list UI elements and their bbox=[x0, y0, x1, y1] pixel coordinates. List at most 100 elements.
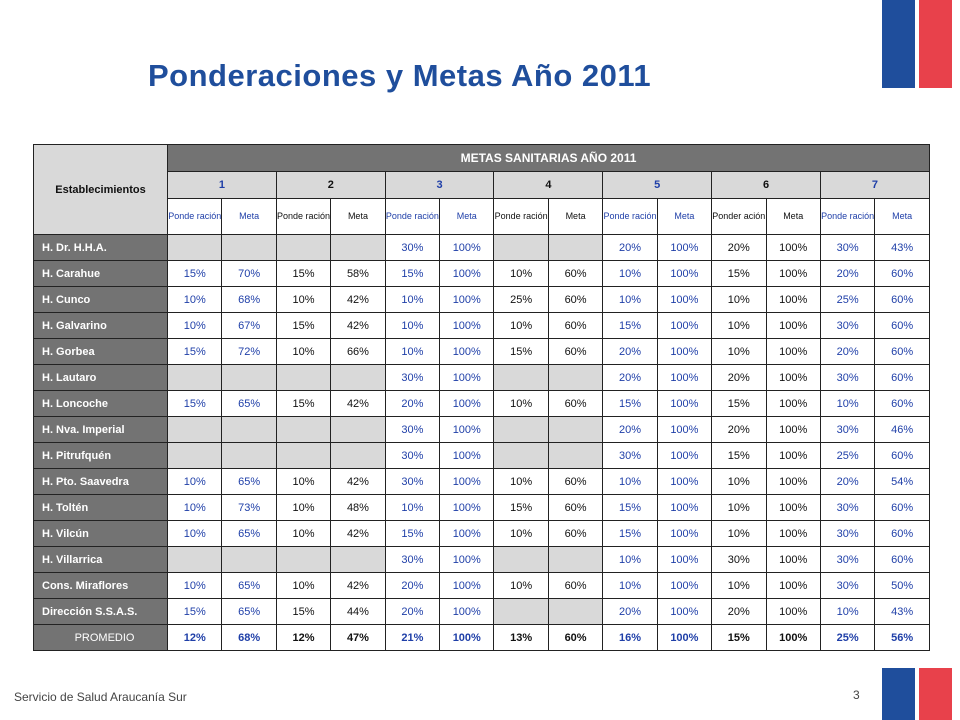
table-cell: 15% bbox=[384, 520, 441, 547]
table-row: H. Lautaro 30% 100% 20% 100% 20% 100% 30% 60% bbox=[32, 364, 930, 391]
table-cell: 100% bbox=[439, 624, 495, 651]
table-cell: 10% bbox=[602, 546, 658, 573]
table-row: H. Toltén 10% 73% 10% 48% 10% 100% 15% 60% 15% 100… bbox=[32, 494, 930, 521]
table-cell: 10% bbox=[602, 468, 658, 495]
table-cell: 10% bbox=[493, 390, 549, 417]
establishment-name: H. Pto. Saavedra bbox=[32, 468, 169, 495]
table-cell: 60% bbox=[547, 520, 604, 547]
table-cell: 30% bbox=[819, 520, 876, 547]
goal-number-2: 2 bbox=[275, 171, 386, 199]
table-cell: 100% bbox=[439, 312, 495, 339]
table-cell: 60% bbox=[874, 546, 930, 573]
table-cell: 21% bbox=[384, 624, 441, 651]
flag-decoration-top bbox=[882, 0, 952, 88]
table-cell: 100% bbox=[439, 546, 495, 573]
table-cell: 100% bbox=[765, 338, 821, 365]
table-cell: 65% bbox=[221, 598, 277, 625]
table-cell bbox=[275, 416, 332, 443]
table-cell bbox=[330, 234, 386, 261]
table-cell: 56% bbox=[874, 624, 930, 651]
table-cell: 30% bbox=[602, 442, 658, 469]
table-cell: 30% bbox=[384, 234, 441, 261]
table-cell bbox=[330, 546, 386, 573]
table-cell: 25% bbox=[819, 442, 876, 469]
table-cell: 10% bbox=[167, 286, 223, 313]
table-cell: 10% bbox=[819, 598, 876, 625]
table-cell: 68% bbox=[221, 624, 277, 651]
table-cell: 66% bbox=[330, 338, 386, 365]
table-cell: 20% bbox=[819, 468, 876, 495]
table-row: H. Carahue 15% 70% 15% 58% 15% 100% 10% 60% 10% 10… bbox=[32, 260, 930, 287]
table-cell: 70% bbox=[221, 260, 277, 287]
table-cell: 100% bbox=[765, 416, 821, 443]
table-cell: 42% bbox=[330, 468, 386, 495]
table-cell: 15% bbox=[167, 390, 223, 417]
table-cell: 60% bbox=[874, 442, 930, 469]
table-cell: 15% bbox=[167, 260, 223, 287]
table-cell: 30% bbox=[384, 442, 441, 469]
table-cell: 30% bbox=[384, 468, 441, 495]
table-cell bbox=[547, 416, 604, 443]
table-cell: 30% bbox=[819, 312, 876, 339]
table-cell: 30% bbox=[819, 416, 876, 443]
table-cell: 15% bbox=[602, 312, 658, 339]
table-cell: 20% bbox=[819, 260, 876, 287]
table-cell: 15% bbox=[602, 494, 658, 521]
table-cell: 15% bbox=[493, 494, 549, 521]
table-cell bbox=[547, 364, 604, 391]
table-cell: 60% bbox=[874, 260, 930, 287]
table-cell: 15% bbox=[384, 260, 441, 287]
table-cell: 10% bbox=[602, 286, 658, 313]
table-row: PROMEDIO 12% 68% 12% 47% 21% 100% 13% 60% 16% 100%… bbox=[32, 624, 930, 651]
table-cell: 100% bbox=[656, 234, 713, 261]
table-cell bbox=[330, 442, 386, 469]
table-cell bbox=[330, 364, 386, 391]
table-cell: 42% bbox=[330, 572, 386, 599]
table-cell: 10% bbox=[275, 286, 332, 313]
table-cell: 100% bbox=[765, 286, 821, 313]
table-cell bbox=[221, 364, 277, 391]
table-cell: 20% bbox=[384, 390, 441, 417]
establishment-name: H. Loncoche bbox=[32, 390, 169, 417]
table-cell bbox=[167, 416, 223, 443]
table-cell bbox=[493, 442, 549, 469]
goal-number-1: 1 bbox=[167, 171, 277, 199]
table-cell: 15% bbox=[602, 520, 658, 547]
table-cell: 42% bbox=[330, 390, 386, 417]
table-cell: 100% bbox=[765, 260, 821, 287]
table-cell: 20% bbox=[602, 364, 658, 391]
table-cell: 30% bbox=[819, 494, 876, 521]
table-cell: 100% bbox=[765, 468, 821, 495]
table-cell: 30% bbox=[819, 234, 876, 261]
table-cell bbox=[167, 364, 223, 391]
table-cell: 25% bbox=[493, 286, 549, 313]
table-cell: 60% bbox=[547, 338, 604, 365]
table-cell: 30% bbox=[384, 546, 441, 573]
table-cell: 100% bbox=[765, 390, 821, 417]
table-cell: 60% bbox=[547, 494, 604, 521]
table-cell: 20% bbox=[819, 338, 876, 365]
table-cell: 20% bbox=[384, 598, 441, 625]
table-row: H. Nva. Imperial 30% 100% 20% 100% 20% 100% 30%… bbox=[32, 416, 930, 443]
establishment-name: H. Toltén bbox=[32, 494, 169, 521]
table-cell: 65% bbox=[221, 468, 277, 495]
table-cell: 100% bbox=[656, 598, 713, 625]
table-cell: 20% bbox=[602, 416, 658, 443]
table-cell: 13% bbox=[493, 624, 549, 651]
table-cell: 100% bbox=[765, 546, 821, 573]
table-cell bbox=[167, 234, 223, 261]
establishment-name: H. Vilcún bbox=[32, 520, 169, 547]
table-cell: 65% bbox=[221, 390, 277, 417]
table-cell: 100% bbox=[656, 416, 713, 443]
establishment-name: Cons. Miraflores bbox=[32, 572, 169, 599]
table-cell: 10% bbox=[275, 520, 332, 547]
table-cell: 67% bbox=[221, 312, 277, 339]
table-cell: 100% bbox=[765, 598, 821, 625]
table-cell: 65% bbox=[221, 520, 277, 547]
establishment-name: H. Nva. Imperial bbox=[32, 416, 169, 443]
goal-number-6: 6 bbox=[711, 171, 821, 199]
table-cell: 60% bbox=[547, 624, 604, 651]
table-row: H. Pitrufquén 30% 100% 30% 100% 15% 100% 25% 60% bbox=[32, 442, 930, 469]
table-cell: 30% bbox=[711, 546, 767, 573]
table-row: Dirección S.S.A.S. 15% 65% 15% 44% 20% 100% 20%… bbox=[32, 598, 930, 625]
